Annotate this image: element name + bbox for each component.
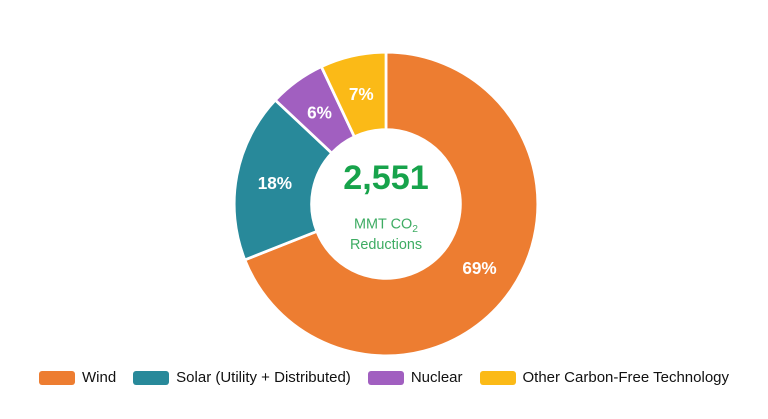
slice-percent-label-solar-utility-distributed: 18% bbox=[258, 173, 292, 193]
donut-slice-other-carbon-free-technology bbox=[319, 50, 388, 139]
slice-percent-label-nuclear: 6% bbox=[307, 103, 332, 123]
legend-item-nuclear: Nuclear bbox=[367, 369, 463, 386]
center-unit-subscript: 2 bbox=[412, 224, 418, 235]
center-value: 2,551 bbox=[343, 159, 428, 197]
legend-swatch-other-carbon-free bbox=[479, 370, 516, 385]
legend-swatch-wind bbox=[38, 370, 75, 385]
donut-slice-wind bbox=[243, 50, 540, 358]
center-line2: Reductions bbox=[350, 237, 422, 253]
legend-label-wind: Wind bbox=[81, 369, 117, 386]
legend-item-other-carbon-free: Other Carbon-Free Technology bbox=[479, 369, 730, 386]
legend-label-other-carbon-free: Other Carbon-Free Technology bbox=[522, 369, 730, 386]
center-unit-line: MMT CO2 bbox=[354, 216, 418, 235]
legend: Wind Solar (Utility + Distributed) Nucle… bbox=[0, 369, 768, 386]
donut-slices bbox=[232, 50, 540, 358]
donut-slice-solar-utility-distributed bbox=[232, 98, 334, 262]
legend-label-nuclear: Nuclear bbox=[410, 369, 463, 386]
slice-percent-labels: 69% 18% 6% 7% bbox=[258, 84, 497, 278]
legend-label-solar: Solar (Utility + Distributed) bbox=[176, 369, 351, 386]
donut-chart: 69% 18% 6% 7% 2,551 MMT CO2 Reductions bbox=[219, 37, 553, 371]
legend-swatch-nuclear bbox=[367, 370, 404, 385]
slice-percent-label-wind: 69% bbox=[462, 258, 496, 278]
slice-percent-label-other-carbon-free-technology: 7% bbox=[349, 84, 374, 104]
center-unit-prefix: MMT CO bbox=[354, 216, 412, 232]
legend-item-solar: Solar (Utility + Distributed) bbox=[133, 369, 351, 386]
legend-item-wind: Wind bbox=[38, 369, 117, 386]
legend-swatch-solar bbox=[133, 370, 170, 385]
